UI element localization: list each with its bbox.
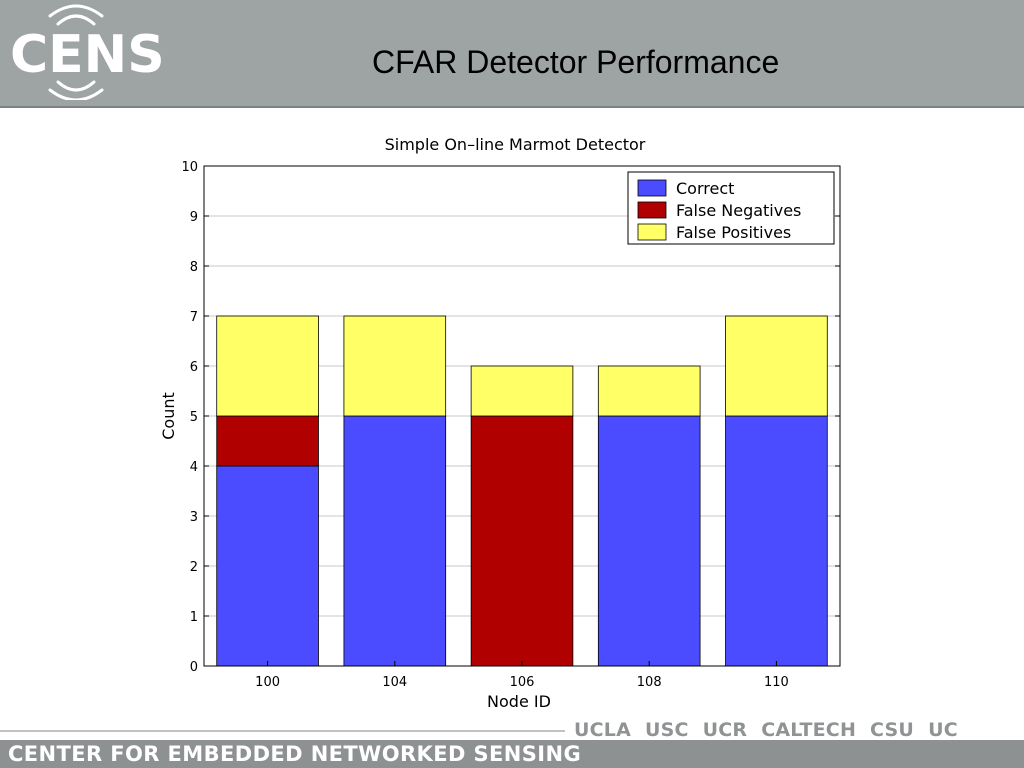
- bar-100-false-negatives: [216, 415, 319, 467]
- campus-ucr: UCR: [702, 719, 748, 741]
- chart-title: Simple On–line Marmot Detector: [385, 135, 646, 154]
- bar-100-correct: [216, 465, 319, 667]
- bar-104-false-positives: [343, 315, 447, 417]
- campus-caltech: CALTECH: [761, 719, 857, 741]
- bar-106-false-negatives: [470, 415, 574, 667]
- x-tick-label-100: 100: [255, 675, 280, 690]
- bar-110-false-positives: [725, 315, 828, 417]
- footer-divider: [0, 730, 565, 732]
- bars: [216, 315, 828, 667]
- y-tick-label-1: 1: [190, 610, 198, 625]
- y-tick-label-6: 6: [190, 360, 198, 375]
- campus-ucla: UCLA: [574, 719, 631, 741]
- y-tick-label-5: 5: [190, 410, 198, 425]
- y-tick-label-4: 4: [190, 460, 198, 475]
- stacked-bar-chart: 0 1 2 3 4 5 6 7 8 9 10 100 104 106 108 110 Simple On–l…: [159, 135, 841, 711]
- bar-104-correct: [343, 415, 447, 667]
- x-tick-label-108: 108: [637, 675, 662, 690]
- y-axis-label: Count: [159, 392, 178, 440]
- footer-bar: [0, 740, 1024, 768]
- y-tick-label-7: 7: [190, 310, 198, 325]
- legend-swatch-false-negatives: [637, 201, 667, 219]
- x-tick-label-104: 104: [382, 675, 407, 690]
- x-ticks: 100 104 106 108 110: [255, 661, 789, 690]
- bar-108-false-positives: [597, 365, 701, 417]
- y-ticks: 0 1 2 3 4 5 6 7 8 9 10: [181, 160, 840, 675]
- bar-106-false-positives: [470, 365, 574, 417]
- bar-110-correct: [725, 415, 828, 667]
- campus-csu: CSU: [870, 719, 915, 741]
- x-tick-label-106: 106: [510, 675, 535, 690]
- campus-usc: USC: [644, 719, 689, 741]
- legend: Correct False Negatives False Positives: [627, 171, 835, 245]
- bar-108-correct: [597, 415, 701, 667]
- y-tick-label-3: 3: [190, 510, 198, 525]
- x-axis-label: Node ID: [487, 692, 551, 711]
- y-tick-label-8: 8: [190, 260, 198, 275]
- footer-org-name: CENTER FOR EMBEDDED NETWORKED SENSING: [8, 742, 582, 766]
- y-tick-label-10: 10: [181, 160, 198, 175]
- logo-text: CENS: [10, 25, 165, 85]
- legend-swatch-false-positives: [637, 223, 667, 241]
- slide-title: CFAR Detector Performance: [372, 44, 780, 80]
- legend-label-correct: Correct: [676, 179, 734, 198]
- legend-label-false-positives: False Positives: [676, 223, 791, 242]
- legend-swatch-correct: [637, 179, 667, 197]
- header-bar: CENS CFAR Detector Performance: [0, 0, 1024, 108]
- x-tick-label-110: 110: [764, 675, 789, 690]
- cens-logo: CENS: [10, 4, 165, 100]
- bar-100-false-positives: [216, 315, 319, 417]
- y-tick-label-0: 0: [190, 660, 198, 675]
- legend-label-false-negatives: False Negatives: [676, 201, 801, 220]
- y-tick-label-9: 9: [190, 210, 198, 225]
- y-tick-label-2: 2: [190, 560, 198, 575]
